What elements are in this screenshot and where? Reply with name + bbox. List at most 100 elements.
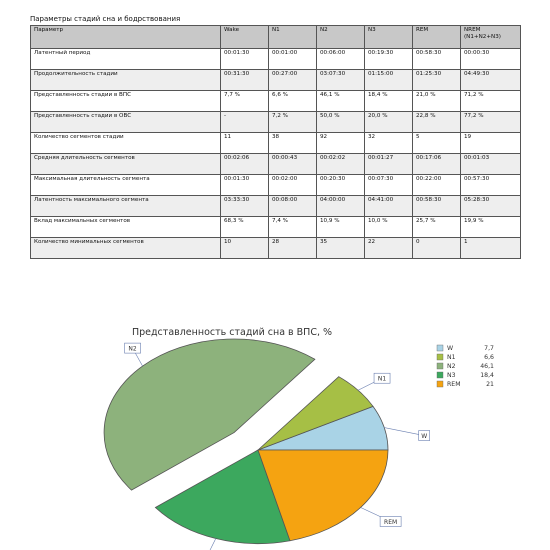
table-cell: 6,6 % — [268, 90, 317, 112]
table-cell: 00:58:30 — [412, 195, 461, 217]
table-cell: 00:17:06 — [412, 153, 461, 175]
table-cell: Латентный период — [30, 48, 221, 70]
legend-value: 7,7 — [484, 345, 494, 352]
table-cell: 21,0 % — [412, 90, 461, 112]
table-cell: 00:01:03 — [460, 153, 521, 175]
table-cell: 10,0 % — [364, 216, 413, 238]
params-table: Параметр Wake N1 N2 N3 REM NREM (N1+N2+N3) Лат… — [30, 25, 521, 259]
table-row: Представленность стадии в ВПС 7,7 % 6,6 % 4… — [30, 90, 521, 112]
callout-label: REM — [384, 519, 397, 526]
legend-swatch — [436, 371, 444, 379]
table-cell: 05:28:30 — [460, 195, 521, 217]
table-cell: 18,4 % — [364, 90, 413, 112]
table-cell: 32 — [364, 132, 413, 154]
table-cell: 00:31:30 — [220, 69, 269, 91]
callout-box — [418, 430, 430, 441]
legend-label: N2 — [447, 363, 456, 370]
chart-legend: W 7,7 N1 6,6 N2 46,1 N3 18,4 REM 21 — [436, 344, 494, 388]
table-cell: 00:02:00 — [268, 174, 317, 196]
table-cell: Представленность стадии в ВПС — [30, 90, 221, 112]
table-cell: 25,7 % — [412, 216, 461, 238]
pie-slice-rem — [258, 450, 388, 541]
table-cell: 00:57:30 — [460, 174, 521, 196]
callout-box — [373, 372, 391, 384]
table-row: Средняя длительность сегментов 00:02:06 00… — [30, 153, 521, 175]
table-cell: 28 — [268, 237, 317, 259]
table-cell: 04:49:30 — [460, 69, 521, 91]
callout-label: N1 — [378, 376, 386, 383]
table-cell: 00:02:02 — [316, 153, 365, 175]
table-cell: 04:00:00 — [316, 195, 365, 217]
callout-line — [384, 427, 425, 436]
table-row: Представленность стадии в ОВС -7,2 % 50,0 … — [30, 111, 521, 133]
table-cell: 04:41:00 — [364, 195, 413, 217]
table-cell: 00:02:06 — [220, 153, 269, 175]
table-cell: 10,9 % — [316, 216, 365, 238]
table-cell: Количество сегментов стадии — [30, 132, 221, 154]
table-cell: 50,0 % — [316, 111, 365, 133]
callout-line — [209, 538, 217, 550]
table-cell: 03:33:30 — [220, 195, 269, 217]
table-header-cell: Wake — [220, 25, 269, 49]
table-cell: 46,1 % — [316, 90, 365, 112]
table-row: Максимальная длительность сегмента 00:01:… — [30, 174, 521, 196]
legend-value: 46,1 — [480, 363, 494, 370]
table-cell: Вклад максимальных сегментов — [30, 216, 221, 238]
table-cell: 5 — [412, 132, 461, 154]
table-header-cell: NREM (N1+N2+N3) — [460, 25, 521, 49]
table-cell: 11 — [220, 132, 269, 154]
table-cell: 00:20:30 — [316, 174, 365, 196]
table-cell: 00:01:30 — [220, 174, 269, 196]
table-header-cell: N2 — [316, 25, 365, 49]
table-cell: 77,2 % — [460, 111, 521, 133]
legend-value: 18,4 — [480, 372, 494, 379]
legend-label: N1 — [447, 354, 456, 361]
table-cell: 00:01:00 — [268, 48, 317, 70]
pie-chart: Представленность стадий сна в ВПС, % W N1… — [0, 327, 494, 550]
table-cell: 1 — [460, 237, 521, 259]
table-row: Продолжительность стадии 00:31:30 00:27:00… — [30, 69, 521, 91]
table-cell: 22,8 % — [412, 111, 461, 133]
table-cell: 10 — [220, 237, 269, 259]
table-cell: 68,3 % — [220, 216, 269, 238]
table-cell: 20,0 % — [364, 111, 413, 133]
table-cell: 00:01:27 — [364, 153, 413, 175]
table-header-cell: Параметр — [30, 25, 221, 49]
legend-value: 6,6 — [484, 354, 494, 361]
table-cell: Средняя длительность сегментов — [30, 153, 221, 175]
legend-swatch — [436, 353, 444, 361]
table-cell: 71,2 % — [460, 90, 521, 112]
table-cell: 35 — [316, 237, 365, 259]
table-header-cell: N3 — [364, 25, 413, 49]
table-cell: 00:19:30 — [364, 48, 413, 70]
table-row: Латентность максимального сегмента 03:33:… — [30, 195, 521, 217]
table-cell: 00:00:30 — [460, 48, 521, 70]
table-cell: 03:07:30 — [316, 69, 365, 91]
pie-slice-n3 — [155, 450, 290, 544]
table-row: Количество минимальных сегментов 10 28 35 22… — [30, 237, 521, 259]
table-cell: 92 — [316, 132, 365, 154]
table-cell: Продолжительность стадии — [30, 69, 221, 91]
callout-box — [124, 342, 141, 354]
table-cell: 7,2 % — [268, 111, 317, 133]
table-cell: 01:25:30 — [412, 69, 461, 91]
table-cell: 00:27:00 — [268, 69, 317, 91]
pie-slice-n2 — [104, 339, 315, 490]
table-cell: 01:15:00 — [364, 69, 413, 91]
table-cell: 7,4 % — [268, 216, 317, 238]
table-cell: 00:01:30 — [220, 48, 269, 70]
table-row: Латентный период 00:01:30 00:01:00 00:06:00… — [30, 48, 521, 70]
table-cell: 7,7 % — [220, 90, 269, 112]
legend-swatch — [436, 380, 444, 388]
table-cell: 0 — [412, 237, 461, 259]
table-row: Количество сегментов стадии 11 38 92 32 5 19 — [30, 132, 521, 154]
table-row: Вклад максимальных сегментов 68,3 % 7,4 % 1… — [30, 216, 521, 238]
legend-label: W — [447, 345, 453, 352]
table-header-cell: REM — [412, 25, 461, 49]
table-cell: 00:06:00 — [316, 48, 365, 70]
table-cell: Максимальная длительность сегмента — [30, 174, 221, 196]
table-cell: 00:22:00 — [412, 174, 461, 196]
table-cell: Представленность стадии в ОВС — [30, 111, 221, 133]
table-header-cell: N1 — [268, 25, 317, 49]
table-title: Параметры стадий сна и бодрствования — [30, 15, 181, 23]
